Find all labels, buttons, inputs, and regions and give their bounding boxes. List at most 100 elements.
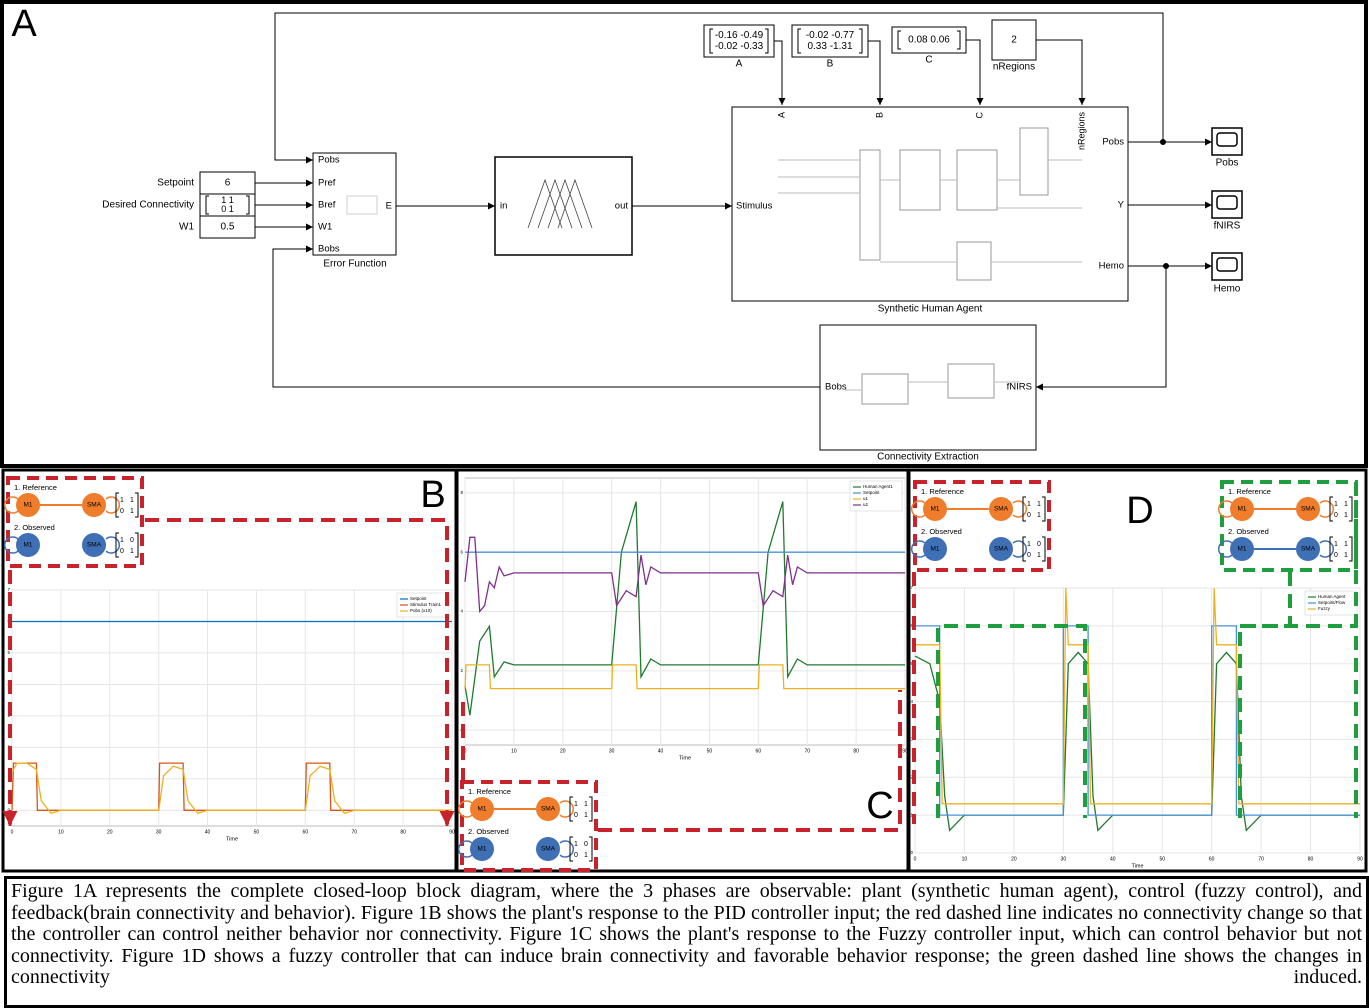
- inset-frame: [6, 476, 144, 568]
- inset-title: 1. Reference: [14, 483, 57, 492]
- node-label: M1: [477, 846, 486, 853]
- signal-line: [1036, 39, 1086, 105]
- series-line: [464, 536, 905, 614]
- x-tick-label: 70: [1258, 856, 1264, 862]
- x-tick-label: 70: [804, 748, 810, 754]
- region-node: [16, 533, 40, 557]
- self-loop: [1319, 500, 1335, 518]
- legend-label: Stimulus Train1: [410, 602, 442, 607]
- scope-label: Pobs: [1216, 158, 1239, 169]
- port-label: W1: [318, 222, 332, 233]
- x-tick-label: 0: [914, 856, 917, 862]
- input-label: W1: [179, 222, 194, 233]
- node-label: SMA: [87, 542, 102, 549]
- matrix-entry: 1: [1037, 501, 1041, 508]
- legend-label: Pobs (x10): [410, 608, 432, 613]
- matrix-entry: 0: [1334, 512, 1338, 519]
- matrix-entry: 0: [1027, 512, 1031, 519]
- node-label: SMA: [1301, 506, 1316, 513]
- matrix-entry: 1: [1037, 512, 1041, 519]
- port-label: Hemo: [1099, 261, 1124, 272]
- self-loop: [559, 840, 575, 858]
- region-node: [82, 493, 106, 517]
- inset-title: 2. Observed: [1228, 527, 1269, 536]
- scope-screen: [1216, 195, 1238, 210]
- x-tick-label: 30: [609, 748, 615, 754]
- constant-value: 2: [1011, 35, 1017, 46]
- node-label: M1: [1237, 546, 1246, 553]
- y-tick-label: 6: [910, 623, 913, 628]
- region-node: [1296, 497, 1320, 521]
- node-label: SMA: [994, 506, 1009, 513]
- region-node: [536, 797, 560, 821]
- figure-caption: Figure 1A represents the complete closed…: [4, 876, 1369, 1008]
- node-label: SMA: [541, 846, 556, 853]
- y-tick-label: 3: [910, 737, 913, 742]
- node-label: SMA: [87, 502, 102, 509]
- x-tick-label: 0: [11, 829, 14, 835]
- matrix-entry: 1: [1344, 552, 1348, 559]
- x-tick-label: 80: [1308, 856, 1314, 862]
- x-tick-label: 50: [1159, 856, 1165, 862]
- series-line: [464, 664, 905, 690]
- y-tick-label: 8: [460, 490, 463, 495]
- self-loop: [3, 496, 19, 514]
- signal-line: [868, 40, 884, 105]
- self-loop: [1217, 540, 1233, 558]
- legend-label: Setpoint/Flow: [1318, 600, 1346, 605]
- legend-label: u2: [863, 502, 869, 507]
- constant-label: nRegions: [993, 62, 1035, 73]
- y-tick-label: 1: [910, 812, 913, 817]
- x-tick-label: 40: [658, 748, 664, 754]
- self-loop: [1012, 500, 1028, 518]
- y-tick-label: 6: [460, 549, 463, 554]
- node-label: M1: [23, 542, 32, 549]
- matrix-entry: 1: [1027, 541, 1031, 548]
- matrix-entry: 0: [1334, 552, 1338, 559]
- input-value: 6: [225, 178, 231, 189]
- x-tick-label: 60: [1209, 856, 1215, 862]
- constant-value: -0.02 -0.77: [806, 30, 855, 41]
- constant-value: -0.16 -0.49: [715, 30, 764, 41]
- signal-line: [966, 39, 984, 105]
- matrix-entry: 1: [1344, 512, 1348, 519]
- constant-value: 0.08 0.06: [908, 35, 950, 46]
- region-node: [82, 533, 106, 557]
- constant-block: [703, 24, 775, 58]
- self-loop: [1012, 540, 1028, 558]
- error-function-block: [312, 152, 397, 256]
- port-label: Stimulus: [736, 201, 773, 212]
- region-node: [989, 537, 1013, 561]
- y-tick-label: 2: [460, 668, 463, 673]
- y-tick-label: 4: [910, 699, 913, 704]
- agent-block: [731, 106, 1129, 302]
- block-title: Synthetic Human Agent: [878, 304, 983, 315]
- node-label: M1: [477, 806, 486, 813]
- panel-label: C: [866, 785, 893, 827]
- self-loop: [910, 500, 926, 518]
- legend-box: [849, 480, 903, 512]
- scope-label: fNIRS: [1214, 221, 1241, 232]
- input-label: Setpoint: [157, 178, 194, 189]
- inset-frame: [913, 480, 1051, 572]
- matrix-entry: 1: [130, 508, 134, 515]
- port-label: Y: [1118, 200, 1125, 211]
- region-node: [16, 493, 40, 517]
- y-tick-label: 4: [460, 609, 463, 614]
- node-label: M1: [930, 506, 939, 513]
- node-label: SMA: [1301, 546, 1316, 553]
- region-node: [1230, 537, 1254, 561]
- x-tick-label: 30: [156, 829, 162, 835]
- port-label: Bobs: [318, 244, 340, 255]
- region-node: [470, 797, 494, 821]
- matrix-entry: 1: [584, 812, 588, 819]
- region-node: [1230, 497, 1254, 521]
- block-title: Error Function: [323, 259, 386, 270]
- constant-label: C: [925, 55, 932, 66]
- matrix-bracket: [1329, 536, 1353, 562]
- figure: A -0.16 -0.49-0.02 -0.33 A -0.02 -0.770.33 …: [0, 0, 1368, 873]
- matrix-entry: 0: [1027, 552, 1031, 559]
- x-tick-label: 40: [1110, 856, 1116, 862]
- x-tick-label: 20: [107, 829, 113, 835]
- constant-value: 0.33 -1.31: [807, 41, 852, 52]
